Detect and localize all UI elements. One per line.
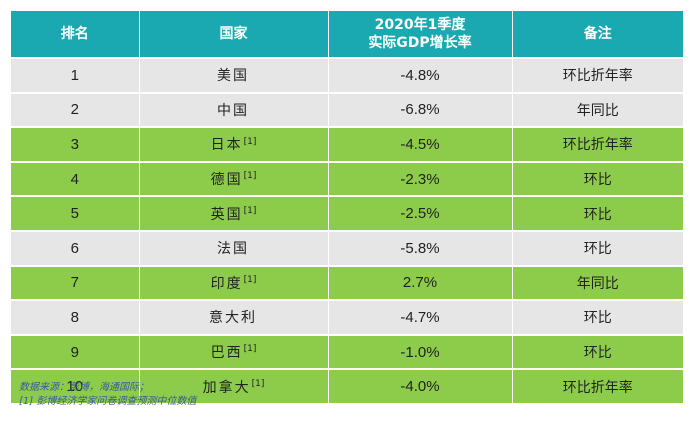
cell-note: 环比	[512, 333, 683, 370]
cell-note: 年同比	[512, 264, 683, 301]
header-gdp-line2: 实际GDP增长率	[368, 35, 472, 51]
table-row: 5 英国[1] -2.5% 环比	[11, 195, 683, 231]
header-rank: 排名	[11, 11, 140, 58]
footnote-note1: [1] 彭博经济学家问卷调查预测中位数值	[19, 396, 197, 407]
cell-rank: 2	[11, 91, 140, 128]
cell-note: 环比	[512, 299, 683, 335]
cell-note: 环比	[512, 229, 683, 266]
cell-gdp: 2.7%	[328, 264, 513, 301]
footnote-ref: [1]	[243, 206, 257, 217]
header-gdp: 2020年1季度 实际GDP增长率	[328, 11, 513, 58]
country-name: 美国	[217, 68, 249, 85]
cell-note: 环比折年率	[512, 57, 683, 93]
cell-note: 环比	[512, 160, 683, 197]
table-row: 2 中国 -6.8% 年同比	[11, 91, 683, 128]
cell-gdp: -2.5%	[328, 195, 513, 231]
cell-country: 英国[1]	[139, 195, 329, 231]
country-name: 意大利	[209, 310, 257, 327]
footnote-ref: [1]	[243, 275, 257, 286]
footnote-ref: [1]	[243, 136, 257, 147]
header-note: 备注	[512, 11, 683, 58]
cell-rank: 1	[11, 57, 140, 93]
cell-note: 环比折年率	[512, 368, 683, 403]
cell-rank: 8	[11, 299, 140, 335]
country-name: 巴西	[210, 345, 243, 362]
cell-country: 巴西[1]	[139, 333, 329, 370]
country-name: 德国	[210, 172, 243, 189]
cell-rank: 10	[11, 368, 140, 403]
cell-country: 日本[1]	[139, 126, 329, 162]
cell-rank: 4	[11, 160, 140, 197]
footnote-ref: [1]	[251, 378, 265, 389]
table-row: 6 法国 -5.8% 环比	[11, 229, 683, 266]
cell-note: 环比折年率	[512, 126, 683, 162]
cell-country: 法国	[139, 229, 329, 266]
country-name: 中国	[217, 102, 249, 119]
cell-rank: 6	[11, 229, 140, 266]
cell-gdp: -5.8%	[328, 229, 513, 266]
country-name: 英国	[210, 206, 243, 223]
country-name: 法国	[217, 241, 249, 258]
footnote-block: 数据来源：彭博，海通国际； [1] 彭博经济学家问卷调查预测中位数值	[19, 381, 196, 409]
gdp-ranking-table: 排名 国家 2020年1季度 实际GDP增长率 备注 1 美国 -4.8% 环比…	[11, 11, 683, 403]
cell-rank: 5	[11, 195, 140, 231]
table-header-row: 排名 国家 2020年1季度 实际GDP增长率 备注	[11, 11, 683, 58]
cell-rank: 9	[11, 333, 140, 370]
cell-country: 印度[1]	[139, 264, 329, 301]
header-gdp-line1: 2020年1季度	[374, 17, 466, 33]
country-name: 日本	[210, 137, 243, 154]
cell-gdp: -2.3%	[328, 160, 513, 197]
country-name: 印度	[210, 275, 243, 292]
cell-gdp: -4.0%	[328, 368, 513, 403]
cell-country: 德国[1]	[139, 160, 329, 197]
table-row: 1 美国 -4.8% 环比折年率	[11, 57, 683, 93]
table-row: 4 德国[1] -2.3% 环比	[11, 160, 683, 197]
cell-country: 中国	[139, 91, 329, 128]
table-row: 8 意大利 -4.7% 环比	[11, 299, 683, 335]
cell-country: 意大利	[139, 299, 329, 335]
cell-rank: 3	[11, 126, 140, 162]
cell-country: 美国	[139, 57, 329, 93]
cell-note: 年同比	[512, 91, 683, 128]
table-row: 9 巴西[1] -1.0% 环比	[11, 333, 683, 370]
cell-gdp: -6.8%	[328, 91, 513, 128]
gdp-table-container: 排名 国家 2020年1季度 实际GDP增长率 备注 1 美国 -4.8% 环比…	[11, 11, 683, 403]
cell-gdp: -4.7%	[328, 299, 513, 335]
footnote-ref: [1]	[243, 171, 257, 182]
cell-rank: 7	[11, 264, 140, 301]
header-country: 国家	[139, 11, 329, 58]
cell-gdp: -1.0%	[328, 333, 513, 370]
table-row: 10 加拿大[1] -4.0% 环比折年率	[11, 368, 683, 403]
country-name: 加拿大	[202, 379, 251, 396]
cell-note: 环比	[512, 195, 683, 231]
cell-country: 加拿大[1]	[139, 368, 329, 403]
table-row: 7 印度[1] 2.7% 年同比	[11, 264, 683, 301]
table-row: 3 日本[1] -4.5% 环比折年率	[11, 126, 683, 162]
footnote-ref: [1]	[243, 344, 257, 355]
cell-gdp: -4.8%	[328, 57, 513, 93]
cell-gdp: -4.5%	[328, 126, 513, 162]
footnote-source: 数据来源：彭博，海通国际；	[19, 382, 149, 393]
